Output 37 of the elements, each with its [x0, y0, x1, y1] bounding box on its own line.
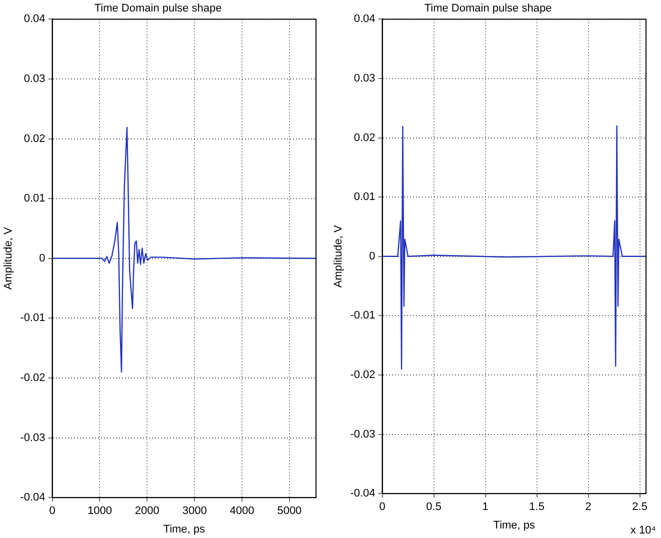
- y-tick-label: -0.01: [350, 310, 376, 322]
- x-tick-label: 1: [482, 501, 488, 514]
- x-tick-label: 1.5: [529, 501, 544, 514]
- x-tick-label: 4000: [230, 505, 254, 518]
- x-tick-label: 2000: [134, 505, 160, 518]
- y-tick-label: -0.03: [350, 428, 376, 440]
- y-tick-label: 0: [39, 252, 46, 264]
- x-tick-label: 5000: [277, 505, 302, 518]
- y-tick-label: 0.04: [354, 13, 376, 26]
- y-tick-label: 0.04: [24, 13, 46, 26]
- y-axis-title: Amplitude, V: [332, 224, 345, 288]
- y-tick-label: 0.01: [24, 192, 46, 205]
- y-axis-title: Amplitude, V: [2, 226, 15, 290]
- y-tick-label: 0.02: [24, 132, 46, 145]
- y-tick-label: 0: [369, 250, 376, 262]
- y-tick-label: 0.03: [354, 72, 376, 85]
- x-tick-label: 2.5: [632, 501, 648, 514]
- y-tick-label: -0.04: [350, 488, 376, 500]
- y-tick-label: 0.02: [354, 132, 376, 144]
- x-axis-title: Time, ps: [163, 523, 206, 536]
- x-tick-label: 3000: [182, 505, 207, 518]
- x-tick-label: 2: [585, 501, 592, 514]
- x-tick-label: 1000: [87, 505, 112, 518]
- y-tick-label: -0.02: [20, 372, 46, 384]
- y-tick-label: -0.01: [20, 312, 46, 324]
- text: x 10⁴: [630, 524, 656, 537]
- chart-title: Time Domain pulse shape: [94, 2, 222, 15]
- x-tick-label: 0: [49, 505, 56, 518]
- y-tick-label: 0.01: [354, 191, 376, 204]
- y-tick-label: -0.04: [20, 492, 46, 504]
- y-tick-label: -0.02: [350, 369, 376, 382]
- x-tick-label: 0: [379, 501, 386, 514]
- y-tick-label: -0.03: [20, 432, 46, 444]
- x-axis-title: Time, ps: [493, 519, 536, 532]
- x-tick-label: 0.5: [426, 501, 442, 514]
- chart-title: Time Domain pulse shape: [424, 2, 552, 15]
- y-tick-label: 0.03: [24, 73, 46, 86]
